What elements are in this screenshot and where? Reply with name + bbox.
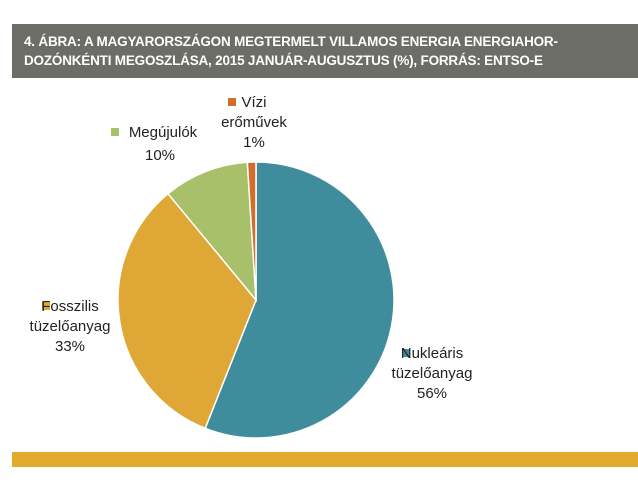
legend-swatch-fossil (42, 302, 50, 310)
category-label-nuclear: tüzelőanyag (392, 365, 473, 382)
category-label-renewables: Megújulók (129, 124, 198, 141)
legend-swatch-renewables (111, 128, 119, 136)
title-text-1: A MAGYARORSZÁGON MEGTERMELT VILLAMOS ENE… (80, 34, 558, 49)
data-label-nuclear: 56% (417, 385, 447, 402)
chart-title-line-1: 4. ÁBRA: A MAGYARORSZÁGON MEGTERMELT VIL… (24, 32, 626, 51)
pie-slice-hydro (246, 161, 257, 301)
legend-swatch-nuclear (402, 349, 410, 357)
footer-bar (12, 452, 638, 467)
data-label-fossil: 33% (55, 338, 85, 355)
category-label-nuclear: Nukleáris (401, 345, 464, 362)
data-label-renewables: 10% (145, 147, 175, 164)
chart-title-line-2: DOZÓNKÉNTI MEGOSZLÁSA, 2015 JANUÁR-AUGUS… (24, 53, 543, 68)
data-label-hydro: 1% (243, 134, 265, 151)
pie-slice-fossil (117, 192, 257, 430)
pie-slice-renewables (166, 161, 257, 303)
category-label-fossil: Fosszilis (41, 298, 99, 315)
legend-swatch-hydro (228, 98, 236, 106)
pie-slice-nuclear (204, 161, 395, 439)
category-label-hydro: Vízi (241, 94, 266, 111)
category-label-fossil: tüzelőanyag (30, 318, 111, 335)
figure-number: 4. ÁBRA: (24, 34, 81, 49)
chart-title: 4. ÁBRA: A MAGYARORSZÁGON MEGTERMELT VIL… (12, 24, 638, 78)
category-label-hydro: erőművek (221, 114, 287, 131)
